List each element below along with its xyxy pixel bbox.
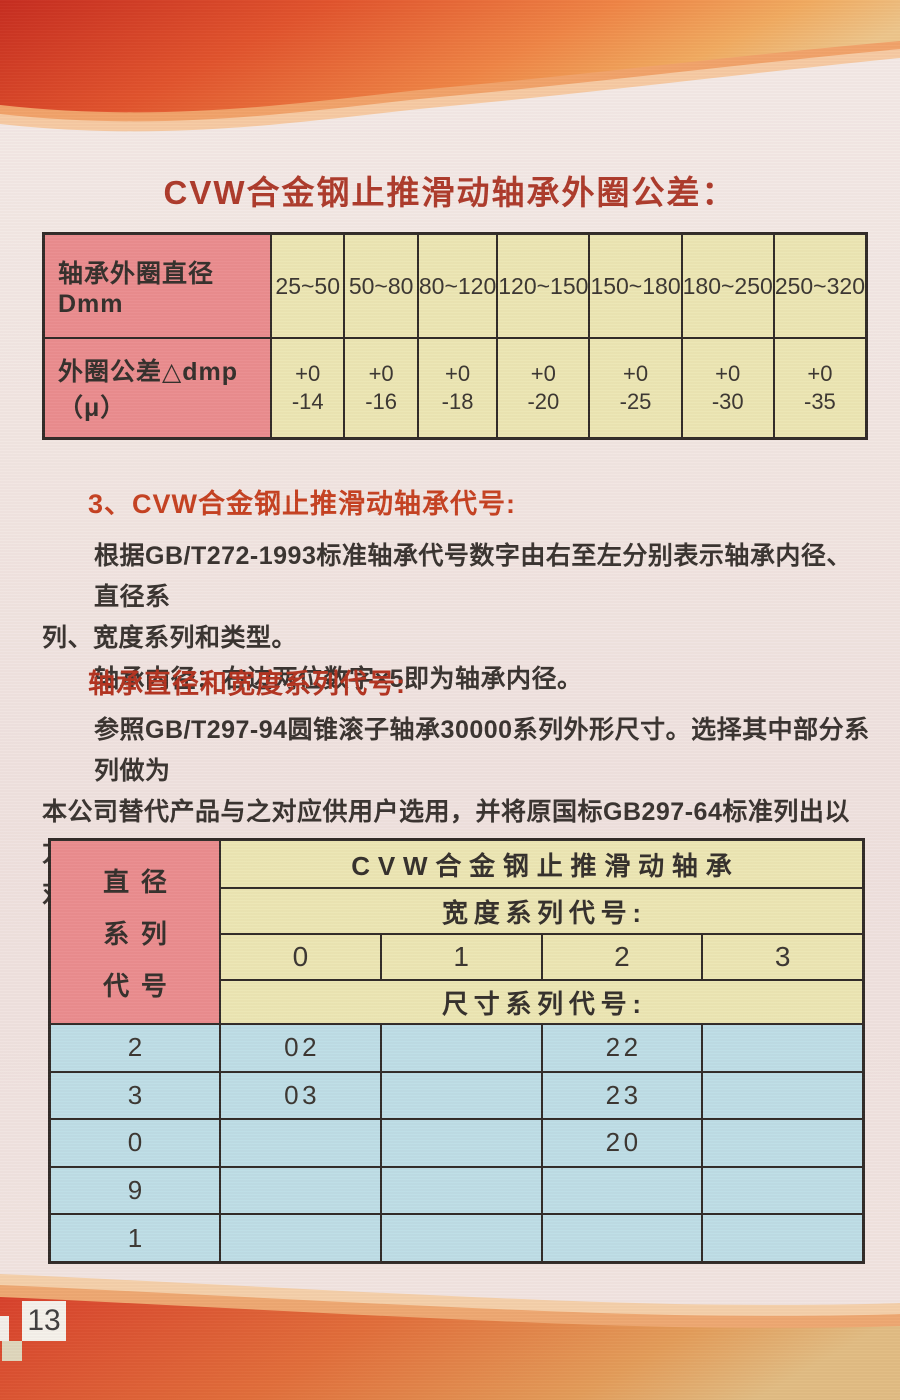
width-series-paragraph: 参照GB/T297-94圆锥滚子轴承30000系列外形尺寸。选择其中部分系列做为…	[42, 710, 872, 915]
width-series-label-cell: 宽度系列代号:	[221, 889, 862, 933]
tolerance-value-cell: +0 -18	[418, 339, 497, 437]
size-code-cell	[221, 1167, 380, 1214]
diameter-range-cell: 180~250	[682, 235, 773, 338]
size-code-cell	[542, 1215, 702, 1261]
section3-heading: 3、CVW合金钢止推滑动轴承代号:	[88, 489, 516, 519]
diameter-range-cell: 50~80	[345, 235, 417, 338]
diameter-code-cell: 2	[51, 1025, 219, 1071]
tolerance-table: 轴承外圈直径Dmm 25~50 50~80 80~120 120~150 150…	[42, 232, 868, 440]
size-code-cell	[703, 1072, 862, 1119]
size-code-cell: 22	[542, 1025, 702, 1071]
diameter-range-cell: 150~180	[590, 235, 681, 338]
page-number: 13	[22, 1301, 66, 1341]
tolerance-value-cell: +0 -16	[345, 339, 417, 437]
tolerance-value-cell: +0 -20	[498, 339, 589, 437]
width-code-cell: 1	[381, 935, 541, 979]
size-code-cell	[381, 1167, 541, 1214]
page-number-decoration	[2, 1341, 22, 1361]
size-series-label-cell: 尺寸系列代号:	[221, 981, 862, 1023]
width-series-heading: 轴承直径和宽度系列代号:	[88, 669, 406, 699]
size-code-cell	[381, 1120, 541, 1166]
size-code-cell	[703, 1025, 862, 1071]
size-code-cell	[703, 1120, 862, 1166]
diameter-range-cell: 250~320	[774, 235, 865, 338]
size-code-cell	[381, 1215, 541, 1261]
diameter-range-cell: 25~50	[272, 235, 344, 338]
section3-paragraph: 根据GB/T272-1993标准轴承代号数字由右至左分别表示轴承内径、直径系 列…	[42, 536, 868, 700]
diameter-code-cell: 0	[51, 1120, 219, 1166]
size-code-cell	[221, 1215, 380, 1261]
diameter-code-cell: 1	[51, 1215, 219, 1261]
corner-line: 系列	[103, 918, 179, 949]
size-code-cell: 03	[221, 1072, 380, 1119]
page-title: CVW合金钢止推滑动轴承外圈公差：	[163, 174, 737, 211]
diameter-range-cell: 120~150	[498, 235, 589, 338]
width-code-cell: 2	[542, 935, 702, 979]
size-code-cell	[703, 1167, 862, 1214]
diameter-code-cell: 3	[51, 1072, 219, 1119]
size-code-cell	[381, 1025, 541, 1071]
diameter-range-cell: 80~120	[418, 235, 497, 338]
paragraph-line: 根据GB/T272-1993标准轴承代号数字由右至左分别表示轴承内径、直径系	[94, 542, 852, 611]
size-code-cell: 02	[221, 1025, 380, 1071]
diameter-series-corner-cell: 直径 系列 代号	[51, 841, 219, 1023]
diameter-code-cell: 9	[51, 1167, 219, 1214]
tolerance-table-row1-header: 轴承外圈直径Dmm	[45, 235, 270, 338]
corner-line: 直径	[103, 866, 179, 897]
corner-line: 代号	[103, 970, 179, 1001]
page-corner-decoration	[0, 1316, 9, 1341]
paragraph-line: 参照GB/T297-94圆锥滚子轴承30000系列外形尺寸。选择其中部分系列做为	[94, 716, 870, 785]
width-code-cell: 3	[703, 935, 862, 979]
width-code-cell: 0	[221, 935, 380, 979]
tolerance-value-cell: +0 -14	[272, 339, 344, 437]
tolerance-table-row2-header: 外圈公差△dmp（μ）	[45, 339, 270, 437]
size-code-cell	[542, 1167, 702, 1214]
paragraph-line: 列、宽度系列和类型。	[42, 624, 298, 652]
paragraph-line: 轴承内径：右边两位数字×5即为轴承内径。	[94, 665, 583, 693]
tolerance-value-cell: +0 -30	[682, 339, 773, 437]
size-code-cell: 23	[542, 1072, 702, 1119]
bottom-swoosh-graphic	[0, 1274, 900, 1400]
series-code-table: 直径 系列 代号 CVW合金钢止推滑动轴承 宽度系列代号: 0 1 2 3 尺寸…	[48, 838, 865, 1264]
size-code-cell	[381, 1072, 541, 1119]
tolerance-value-cell: +0 -25	[590, 339, 681, 437]
top-swoosh-graphic	[0, 0, 900, 132]
size-code-cell	[221, 1120, 380, 1166]
size-code-cell	[703, 1215, 862, 1261]
series-table-title-cell: CVW合金钢止推滑动轴承	[221, 841, 862, 887]
size-code-cell: 20	[542, 1120, 702, 1166]
tolerance-value-cell: +0 -35	[774, 339, 865, 437]
